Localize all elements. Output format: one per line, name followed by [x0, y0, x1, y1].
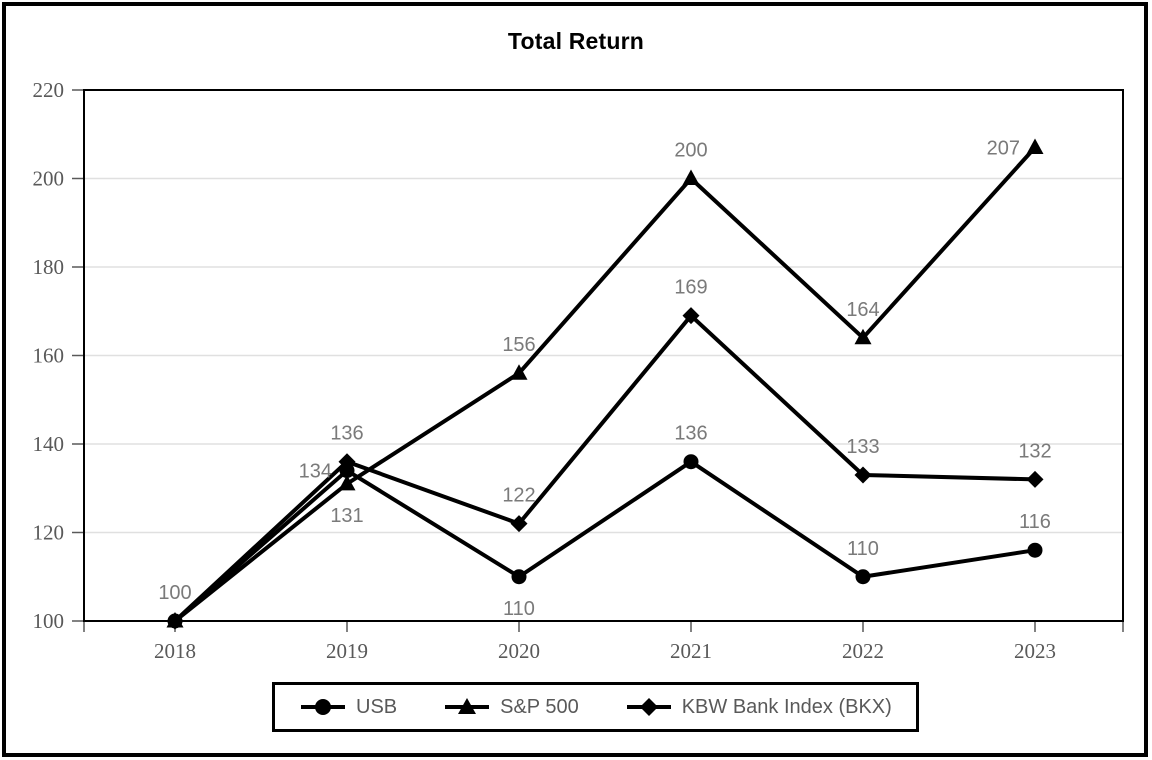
x-axis-tick-label: 2019 [326, 639, 368, 663]
y-axis-tick-label: 160 [33, 344, 65, 368]
data-point-label: 133 [846, 436, 879, 458]
data-point-label: 122 [502, 485, 535, 507]
data-point-diamond [854, 466, 872, 484]
series-line-kbw-bank-index-bkx- [173, 312, 1036, 623]
x-axis-tick-label: 2018 [154, 639, 196, 663]
data-point-label: 110 [847, 538, 879, 560]
data-point-label: 164 [846, 299, 879, 321]
series-line-usb [173, 459, 1036, 623]
data-point-triangle [1026, 138, 1044, 155]
legend-entry-usb: USB [299, 696, 397, 719]
data-point-label: 169 [674, 277, 707, 299]
y-axis-tick-label: 120 [33, 521, 65, 545]
data-point-label: 116 [1019, 511, 1051, 533]
data-point-label: 156 [502, 334, 535, 356]
data-point-diamond [166, 612, 184, 630]
data-point-label: 200 [674, 140, 707, 162]
data-point-label: 100 [158, 582, 191, 604]
data-point-triangle [682, 169, 700, 185]
data-point-diamond [682, 307, 700, 325]
data-point-circle [511, 569, 527, 585]
legend-entry-sp500: S&P 500 [443, 696, 579, 719]
data-point-label: 132 [1018, 440, 1051, 462]
data-point-diamond [338, 453, 356, 471]
legend-entry-kbw: KBW Bank Index (BKX) [625, 696, 892, 719]
diamond-marker-icon [626, 698, 671, 716]
y-axis-tick-label: 100 [33, 609, 65, 633]
chart-legend: USB S&P 500 KBW Bank Index (BKX) [272, 682, 919, 732]
y-axis-tick-label: 180 [33, 255, 65, 279]
data-point-diamond [510, 515, 528, 533]
chart-title: Total Return [507, 28, 645, 54]
x-axis-tick-label: 2022 [842, 639, 884, 663]
legend-label-sp500: S&P 500 [500, 695, 579, 718]
data-point-label: 136 [674, 423, 707, 445]
x-axis-tick-label: 2020 [498, 639, 540, 663]
data-point-label: 110 [503, 598, 535, 620]
legend-label-usb: USB [356, 695, 398, 718]
x-axis-tick-label: 2021 [670, 639, 712, 663]
plot-area-border [83, 89, 1124, 622]
y-axis-tick-label: 140 [33, 432, 65, 456]
data-point-circle [339, 463, 355, 479]
data-point-circle [1027, 542, 1043, 558]
data-point-diamond [1026, 470, 1044, 488]
circle-marker-icon [301, 699, 345, 715]
data-point-triangle [510, 364, 528, 380]
data-point-circle [683, 454, 699, 470]
y-axis-tick-label: 200 [33, 167, 65, 191]
data-point-triangle [854, 328, 872, 345]
series-line-s-p-500 [173, 146, 1037, 623]
data-point-triangle [338, 474, 356, 491]
data-point-label: 136 [330, 423, 363, 445]
data-point-label: 207 [987, 138, 1020, 160]
legend-label-kbw: KBW Bank Index (BKX) [681, 695, 892, 718]
y-axis-tick-label: 220 [33, 78, 65, 102]
data-point-label: 131 [330, 505, 363, 527]
triangle-marker-icon [445, 698, 490, 714]
data-point-circle [855, 569, 871, 585]
x-axis-tick-label: 2023 [1014, 639, 1056, 663]
data-point-label: 134 [299, 461, 332, 483]
